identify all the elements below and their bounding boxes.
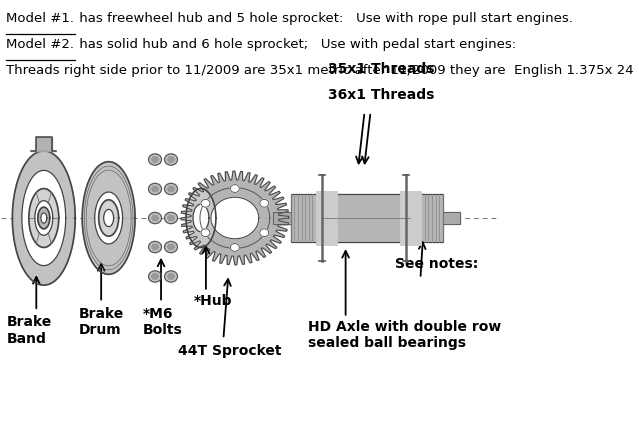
Text: 44T Sprocket: 44T Sprocket: [178, 344, 282, 358]
Polygon shape: [193, 204, 209, 232]
Text: has solid hub and 6 hole sprocket;   Use with pedal start engines:: has solid hub and 6 hole sprocket; Use w…: [75, 38, 516, 51]
Polygon shape: [167, 245, 174, 250]
Polygon shape: [186, 188, 216, 248]
Polygon shape: [167, 186, 174, 191]
Polygon shape: [104, 209, 114, 227]
Polygon shape: [167, 157, 174, 162]
Text: *Hub: *Hub: [194, 294, 232, 308]
Bar: [273, 212, 291, 224]
Circle shape: [201, 229, 210, 237]
Circle shape: [148, 271, 162, 282]
Polygon shape: [22, 170, 66, 266]
Polygon shape: [31, 136, 56, 151]
Polygon shape: [38, 207, 50, 229]
Circle shape: [148, 154, 162, 165]
Circle shape: [259, 199, 269, 207]
Circle shape: [164, 212, 178, 224]
Text: 35x1 Threads: 35x1 Threads: [328, 62, 435, 76]
Polygon shape: [98, 200, 119, 236]
Text: *M6
Bolts: *M6 Bolts: [142, 307, 182, 337]
Circle shape: [164, 242, 178, 252]
Circle shape: [164, 154, 178, 165]
Polygon shape: [167, 215, 174, 221]
Circle shape: [231, 244, 240, 252]
Bar: [327, 191, 337, 245]
Text: Brake
Band: Brake Band: [6, 316, 52, 346]
Polygon shape: [151, 186, 158, 191]
Polygon shape: [82, 162, 135, 274]
Circle shape: [164, 184, 178, 194]
Circle shape: [164, 271, 178, 282]
Text: Model #2.: Model #2.: [6, 38, 74, 51]
Circle shape: [148, 212, 162, 224]
Text: See notes:: See notes:: [396, 257, 479, 271]
Polygon shape: [167, 274, 174, 279]
Polygon shape: [211, 197, 259, 239]
Polygon shape: [41, 213, 47, 223]
Text: Threads right side prior to 11/2009 are 35x1 metric after 11/2009 they are  Engl: Threads right side prior to 11/2009 are …: [6, 64, 634, 77]
Polygon shape: [95, 192, 123, 244]
Bar: [443, 212, 460, 224]
Polygon shape: [151, 215, 158, 221]
Bar: [443, 212, 460, 224]
Polygon shape: [29, 188, 59, 248]
Polygon shape: [35, 201, 53, 235]
Circle shape: [201, 199, 210, 207]
Text: has freewheel hub and 5 hole sprocket:   Use with rope pull start engines.: has freewheel hub and 5 hole sprocket: U…: [75, 12, 573, 25]
Circle shape: [148, 242, 162, 252]
Polygon shape: [181, 171, 289, 265]
Bar: [291, 194, 443, 242]
Polygon shape: [151, 274, 158, 279]
Circle shape: [259, 229, 269, 237]
Text: HD Axle with double row
sealed ball bearings: HD Axle with double row sealed ball bear…: [308, 320, 502, 350]
Polygon shape: [151, 157, 158, 162]
Circle shape: [148, 184, 162, 194]
Bar: [401, 191, 410, 245]
Bar: [412, 191, 422, 245]
Bar: [316, 191, 326, 245]
Text: Model #1.: Model #1.: [6, 12, 74, 25]
Polygon shape: [151, 245, 158, 250]
Bar: [273, 212, 291, 224]
Polygon shape: [12, 151, 75, 285]
Text: 36x1 Threads: 36x1 Threads: [328, 88, 435, 102]
Bar: [291, 194, 443, 242]
Text: Brake
Drum: Brake Drum: [79, 307, 124, 337]
Circle shape: [231, 184, 240, 192]
